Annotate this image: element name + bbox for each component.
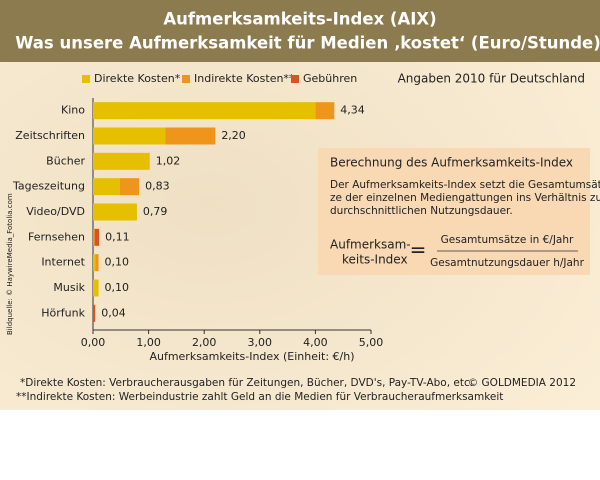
- legend-swatch: [291, 75, 299, 83]
- bar-segment: [93, 127, 166, 145]
- title: Aufmerksamkeits-Index (AIX): [163, 10, 436, 29]
- total-label: 0,10: [105, 281, 130, 294]
- bar-segment: [94, 228, 100, 246]
- legend-swatch: [182, 75, 190, 83]
- total-label: 0,11: [105, 230, 130, 243]
- title-banner: [0, 0, 600, 62]
- total-label: 0,79: [143, 205, 168, 218]
- x-tick-label: 3,00: [248, 336, 273, 349]
- bar-segment: [93, 152, 150, 170]
- formula-left: Aufmerksam-: [330, 238, 411, 252]
- total-label: 1,02: [156, 154, 181, 167]
- subtitle: Angaben 2010 für Deutschland: [398, 72, 585, 86]
- y-tick-label: Kino: [61, 104, 85, 117]
- y-tick-label: Tageszeitung: [12, 180, 85, 193]
- legend-label: Gebühren: [303, 72, 357, 85]
- y-tick-label: Musik: [53, 281, 85, 294]
- bar-segment: [93, 228, 95, 246]
- bar-segment: [93, 102, 316, 120]
- total-label: 4,34: [340, 104, 365, 117]
- formula-denominator: Gesamtnutzungsdauer h/Jahr: [430, 257, 584, 269]
- info-box: [318, 148, 590, 275]
- total-label: 0,83: [145, 180, 170, 193]
- bar-segment: [93, 203, 137, 221]
- bar-segment: [93, 279, 99, 297]
- bar-segment: [315, 102, 335, 120]
- legend-label: Indirekte Kosten**: [194, 72, 295, 85]
- x-axis-label: Aufmerksamkeits-Index (Einheit: €/h): [149, 350, 354, 363]
- y-tick-label: Fernsehen: [28, 230, 85, 243]
- bar-segment: [93, 304, 96, 322]
- formula-numerator: Gesamtumsätze in €/Jahr: [441, 234, 574, 246]
- x-tick-label: 5,00: [359, 336, 384, 349]
- footnote: **Indirekte Kosten: Werbeindustrie zahlt…: [16, 391, 503, 403]
- info-text: ze der einzelnen Mediengattungen ins Ver…: [330, 192, 600, 204]
- y-tick-label: Video/DVD: [26, 205, 85, 218]
- info-title: Berechnung des Aufmerksamkeits-Index: [330, 156, 573, 170]
- bar-segment: [95, 254, 99, 272]
- bar-segment: [165, 127, 216, 145]
- x-tick-label: 0,00: [81, 336, 106, 349]
- footnote: *Direkte Kosten: Verbraucherausgaben für…: [20, 377, 473, 389]
- copyright: © GOLDMEDIA 2012: [468, 377, 576, 389]
- x-tick-label: 1,00: [136, 336, 161, 349]
- y-tick-label: Hörfunk: [41, 306, 85, 319]
- y-tick-label: Internet: [41, 256, 85, 269]
- bar-segment: [119, 178, 140, 196]
- y-tick-label: Zeitschriften: [15, 129, 85, 142]
- image-source: Bildquelle: © HaywireMedia_Fotolia.com: [6, 193, 14, 335]
- bar-segment: [93, 178, 120, 196]
- info-text: Der Aufmerksamkeits-Index setzt die Gesa…: [330, 179, 600, 191]
- formula-equals: =: [410, 238, 427, 262]
- info-text: durchschnittlichen Nutzungsdauer.: [330, 205, 513, 217]
- bar-segment: [93, 254, 96, 272]
- legend-label: Direkte Kosten*: [94, 72, 181, 85]
- total-label: 2,20: [221, 129, 246, 142]
- x-tick-label: 4,00: [303, 336, 328, 349]
- y-tick-label: Bücher: [46, 154, 85, 167]
- total-label: 0,04: [101, 306, 126, 319]
- total-label: 0,10: [105, 256, 130, 269]
- formula-left: keits-Index: [342, 253, 408, 267]
- x-tick-label: 2,00: [192, 336, 217, 349]
- legend-swatch: [82, 75, 90, 83]
- title: Was unsere Aufmerksamkeit für Medien ‚ko…: [15, 34, 600, 53]
